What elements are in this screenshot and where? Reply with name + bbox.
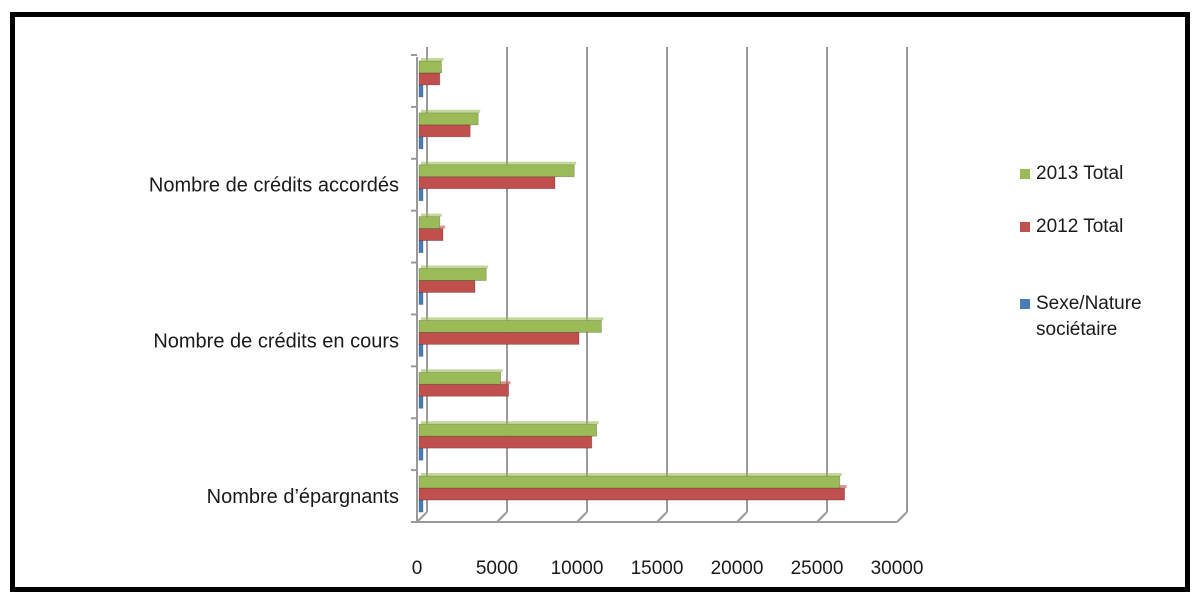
category-label: Nombre de crédits en cours	[153, 330, 399, 352]
x-tick-label: 20000	[711, 558, 764, 579]
bars	[418, 57, 847, 513]
gridline-floor	[496, 511, 508, 523]
bar	[418, 240, 424, 254]
bar-top	[421, 109, 481, 113]
bar	[418, 395, 424, 409]
bar	[418, 84, 424, 98]
legend-swatch	[1020, 169, 1030, 179]
bar	[418, 228, 444, 242]
bar	[418, 124, 471, 138]
legend-label: Sexe/Nature	[1036, 293, 1142, 314]
chart-frame: Nombre d’épargnants Nombre de crédits en …	[10, 12, 1190, 592]
legend-label: 2012 Total	[1036, 216, 1123, 237]
axes	[411, 54, 897, 523]
bar-top	[421, 161, 577, 165]
bar	[418, 319, 602, 333]
bar	[418, 292, 424, 305]
legend: 2013 Total 2012 Total Sexe/Nature sociétair…	[1020, 163, 1142, 340]
bar	[418, 72, 441, 86]
x-tick-label: 5000	[476, 558, 518, 579]
bar-top	[421, 265, 489, 269]
bar-chart: Nombre d’épargnants Nombre de crédits en …	[149, 47, 1142, 579]
bar	[418, 447, 424, 461]
bar	[418, 371, 501, 385]
bar	[418, 435, 593, 449]
bar-top	[421, 57, 444, 61]
bar	[418, 176, 556, 190]
bar-top	[421, 473, 842, 477]
bar	[418, 487, 846, 501]
bar	[418, 383, 509, 397]
bar-top	[421, 369, 503, 373]
legend-swatch	[1020, 222, 1030, 232]
x-tick-label: 0	[412, 558, 423, 579]
x-tick-label: 15000	[631, 558, 684, 579]
bar	[418, 164, 575, 178]
gridline-floor	[896, 511, 908, 523]
x-tick-label: 10000	[551, 558, 604, 579]
bar	[418, 475, 841, 489]
bar	[418, 112, 479, 126]
bar-top	[421, 317, 604, 321]
bar-top	[421, 213, 442, 217]
category-label: Nombre d’épargnants	[207, 486, 399, 508]
gridline-floor	[576, 511, 588, 523]
bar	[418, 188, 424, 202]
bar	[418, 268, 487, 281]
gridline-floor	[416, 511, 428, 523]
legend-swatch	[1020, 299, 1030, 309]
category-labels: Nombre d’épargnants Nombre de crédits en …	[149, 175, 399, 508]
x-tick-label: 30000	[871, 558, 924, 579]
gridlines	[416, 47, 908, 523]
bar-top	[421, 421, 599, 425]
gridline-floor	[656, 511, 668, 523]
legend-label: 2013 Total	[1036, 163, 1123, 184]
gridline-floor	[816, 511, 828, 523]
bar	[418, 423, 598, 437]
bar	[418, 343, 424, 357]
category-label: Nombre de crédits accordés	[149, 175, 399, 197]
bar	[418, 280, 476, 293]
bar	[418, 331, 580, 345]
x-tick-label: 25000	[791, 558, 844, 579]
bar	[418, 216, 441, 230]
legend-label: sociétaire	[1036, 319, 1117, 340]
x-tick-labels: 0 5000 10000 15000 20000 25000 30000	[412, 558, 924, 579]
gridline-floor	[736, 511, 748, 523]
bar	[418, 60, 442, 74]
bar	[418, 136, 424, 150]
bar	[418, 499, 424, 513]
